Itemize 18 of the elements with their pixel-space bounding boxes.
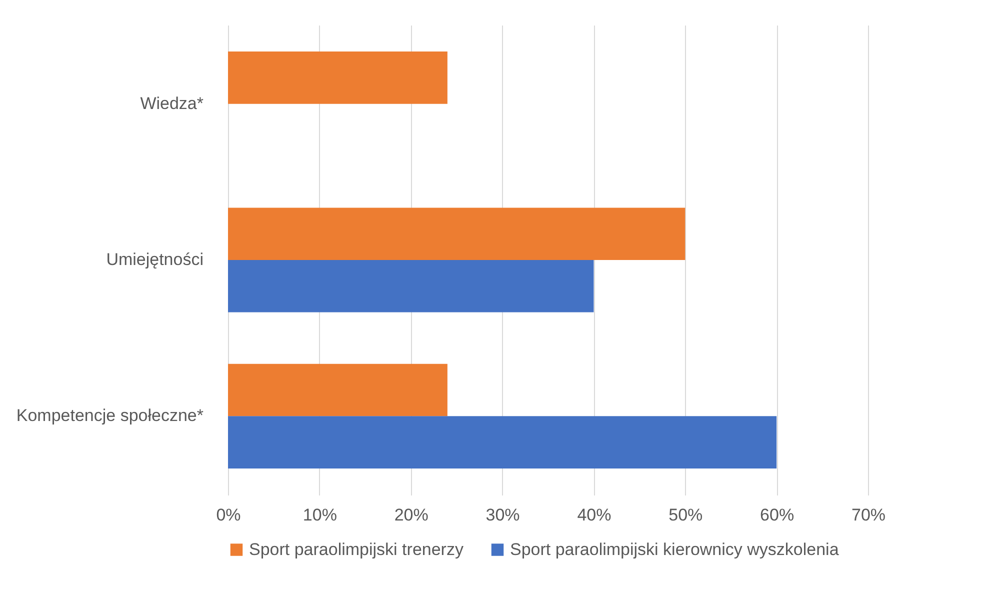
bar — [228, 364, 448, 416]
bar — [228, 208, 686, 260]
x-tick-label: 70% — [851, 506, 886, 524]
x-tick-label: 30% — [486, 506, 520, 524]
legend-label: Sport paraolimpijski trenerzy — [249, 540, 464, 559]
x-tick-label: 20% — [394, 506, 428, 524]
y-tick-label: Kompetencje społeczne* — [16, 406, 204, 426]
x-tick-label: 0% — [216, 506, 241, 524]
x-tick-label: 40% — [577, 506, 612, 524]
x-tick-label: 10% — [302, 506, 337, 524]
bar — [228, 260, 594, 312]
y-tick-label: Umiejętności — [106, 250, 204, 269]
x-tick-label: 50% — [668, 506, 703, 524]
y-tick-label: Wiedza* — [140, 94, 204, 113]
bar — [228, 52, 448, 104]
bar — [228, 416, 777, 468]
legend-label: Sport paraolimpijski kierownicy wyszkolenia — [510, 540, 840, 559]
x-tick-label: 60% — [760, 506, 794, 524]
